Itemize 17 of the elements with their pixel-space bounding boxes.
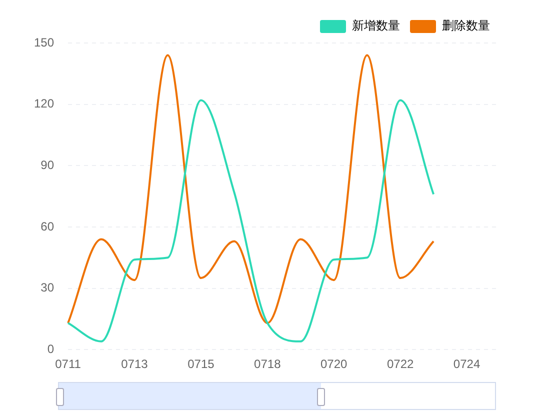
x-tick-label: 0715 [188,357,215,372]
x-tick-label: 0722 [386,357,414,372]
y-tick-label: 60 [40,219,54,234]
x-tick-label: 0720 [320,357,348,372]
y-tick-label: 0 [47,342,54,356]
legend-label: 新增数量 [352,18,400,33]
x-tick-label: 0718 [254,357,282,372]
legend-label: 删除数量 [442,18,490,33]
y-tick-label: 30 [40,280,54,295]
y-tick-label: 150 [34,35,54,50]
line-series [67,99,435,342]
line-series [67,54,435,324]
x-tick-label: 0711 [55,357,82,372]
x-tick-label: 0724 [453,357,480,372]
y-tick-label: 90 [40,158,54,172]
y-tick-label: 120 [34,96,54,111]
x-tick-label: 0713 [121,357,148,372]
